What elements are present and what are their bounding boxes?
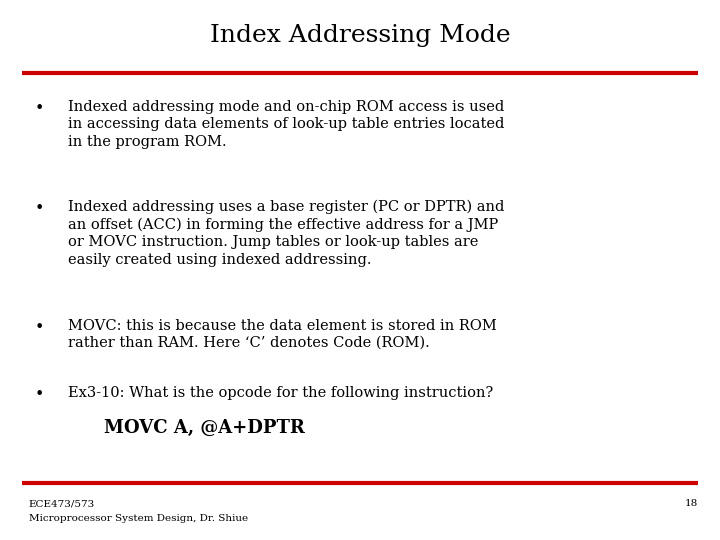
Text: •: • [35,100,45,117]
Text: Microprocessor System Design, Dr. Shiue: Microprocessor System Design, Dr. Shiue [29,514,248,523]
Text: Indexed addressing uses a base register (PC or DPTR) and
an offset (ACC) in form: Indexed addressing uses a base register … [68,200,505,267]
Text: Index Addressing Mode: Index Addressing Mode [210,24,510,46]
Text: MOVC A, @A+DPTR: MOVC A, @A+DPTR [104,418,305,436]
Text: 18: 18 [685,500,698,509]
Text: ECE473/573: ECE473/573 [29,500,95,509]
Text: •: • [35,386,45,403]
Text: •: • [35,319,45,335]
Text: MOVC: this is because the data element is stored in ROM
rather than RAM. Here ‘C: MOVC: this is because the data element i… [68,319,497,350]
Text: •: • [35,200,45,217]
Text: Indexed addressing mode and on-chip ROM access is used
in accessing data element: Indexed addressing mode and on-chip ROM … [68,100,505,149]
Text: Ex3-10: What is the opcode for the following instruction?: Ex3-10: What is the opcode for the follo… [68,386,494,400]
